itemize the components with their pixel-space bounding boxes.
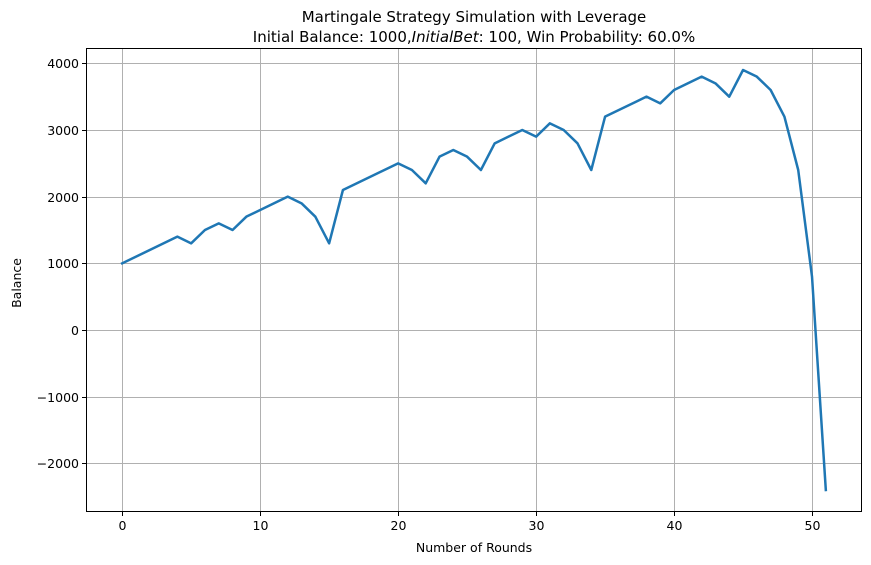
balance-series-line xyxy=(120,68,828,492)
y-tick-label: 4000 xyxy=(47,56,79,71)
title-line2-part2: InitialBet xyxy=(412,28,480,46)
y-tick-label: −2000 xyxy=(37,456,79,471)
x-tick-label: 40 xyxy=(667,518,683,533)
x-tick-label: 0 xyxy=(119,518,127,533)
y-tick-label: 3000 xyxy=(47,123,79,138)
x-tick-label: 30 xyxy=(529,518,545,533)
x-tick-label: 20 xyxy=(391,518,407,533)
x-axis-label: Number of Rounds xyxy=(416,540,532,555)
y-tick-label: 0 xyxy=(71,323,79,338)
y-tick-label: −1000 xyxy=(37,390,79,405)
chart-title: Martingale Strategy Simulation with Leve… xyxy=(253,8,695,46)
series-layer xyxy=(120,68,828,492)
plot-area-frame xyxy=(86,48,862,512)
x-tick-label: 10 xyxy=(253,518,269,533)
title-line2-part1: Initial Balance: 1000, xyxy=(253,28,412,46)
grid xyxy=(87,49,861,511)
y-tick-label: 2000 xyxy=(47,190,79,205)
chart-title-line2: Initial Balance: 1000,InitialBet: 100, W… xyxy=(253,28,695,46)
axis-ticks: 0 10 20 30 40 50 −2000 −1000 0 1000 2000 3000 4000 xyxy=(37,56,821,533)
y-tick-label: 1000 xyxy=(47,256,79,271)
chart-title-line1: Martingale Strategy Simulation with Leve… xyxy=(302,8,647,26)
y-axis-label: Balance xyxy=(9,258,24,308)
x-tick-label: 50 xyxy=(805,518,821,533)
title-line2-part3: : 100, Win Probability: 60.0% xyxy=(479,28,696,46)
